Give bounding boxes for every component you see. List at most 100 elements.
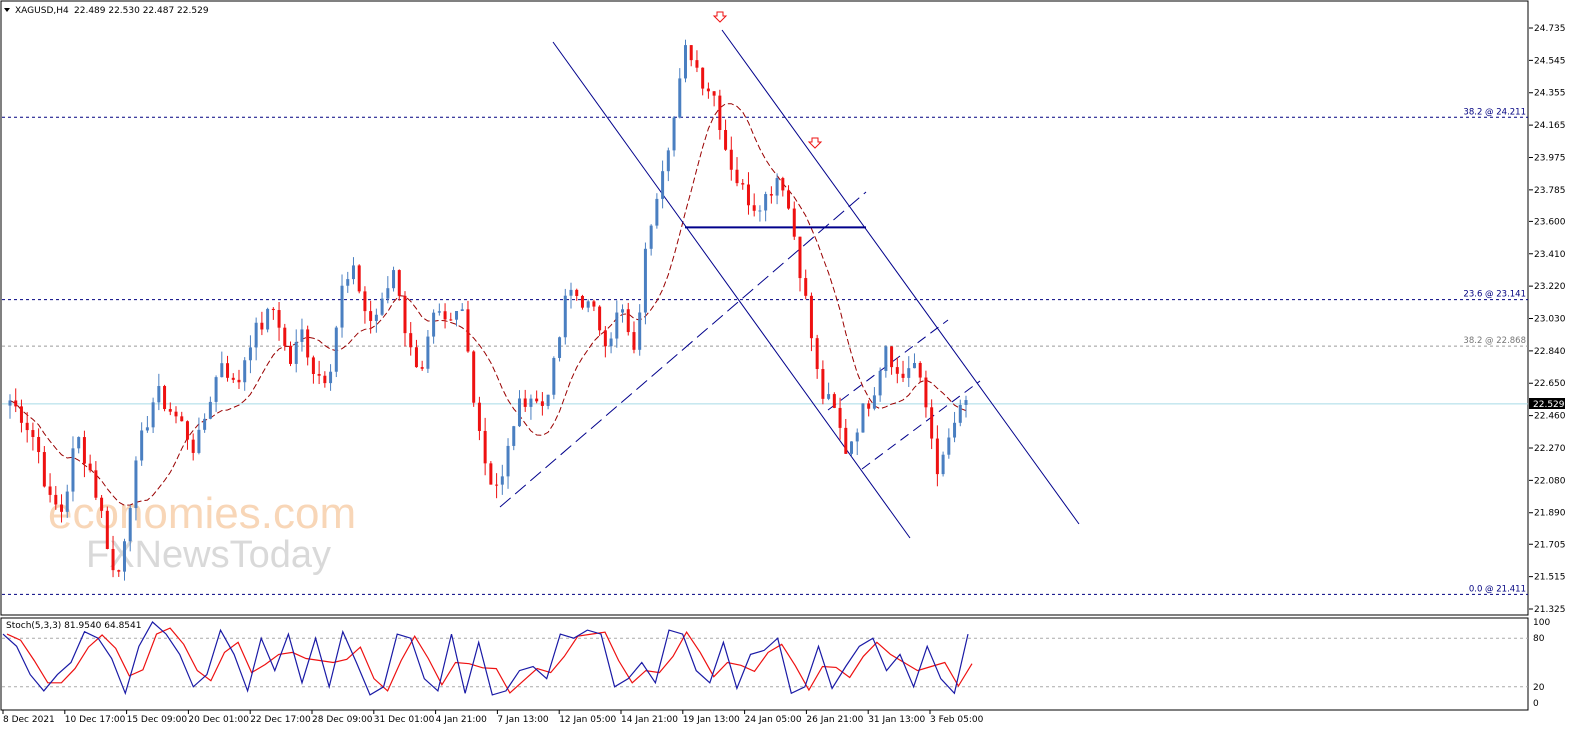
channel-line bbox=[499, 191, 867, 508]
candle-bull bbox=[512, 426, 516, 446]
candle-bull bbox=[558, 337, 562, 358]
candle-bear bbox=[580, 295, 584, 308]
candle-bear bbox=[689, 45, 693, 61]
candle-bull bbox=[546, 394, 550, 406]
time-tick-label: 8 Dec 2021 bbox=[3, 715, 55, 725]
candle-bear bbox=[82, 437, 86, 464]
stochastic-lines bbox=[2, 621, 973, 696]
candle-bull bbox=[638, 312, 642, 350]
candle-bull bbox=[672, 117, 676, 151]
candle-bull bbox=[758, 210, 762, 212]
ma-line bbox=[9, 103, 967, 506]
candle-bear bbox=[935, 438, 939, 475]
channel-line bbox=[861, 380, 981, 470]
candle-bear bbox=[117, 570, 121, 572]
candle-bear bbox=[180, 416, 184, 422]
candle-bull bbox=[872, 395, 876, 409]
candle-bull bbox=[947, 437, 951, 455]
candle-bear bbox=[168, 409, 172, 412]
candle-bull bbox=[855, 432, 859, 442]
candle-bear bbox=[88, 463, 92, 471]
candle-bear bbox=[226, 363, 230, 378]
time-tick-label: 19 Jan 13:00 bbox=[683, 715, 740, 725]
price-tick-label: 22.080 bbox=[1534, 476, 1566, 486]
candle-bull bbox=[850, 441, 854, 454]
price-tick-label: 22.650 bbox=[1534, 379, 1566, 389]
candle-bull bbox=[243, 360, 247, 383]
candle-bear bbox=[477, 402, 481, 431]
candle-bull bbox=[203, 418, 207, 430]
fractal-down-arrow-icon bbox=[807, 137, 823, 149]
fractal-arrows bbox=[712, 11, 823, 149]
time-tick-label: 7 Jan 13:00 bbox=[497, 715, 549, 725]
dropdown-arrow-icon[interactable] bbox=[4, 8, 10, 12]
ohlc-values: 22.489 22.530 22.487 22.529 bbox=[74, 6, 209, 16]
candle-bull bbox=[329, 371, 333, 384]
candle-bull bbox=[426, 336, 430, 369]
time-tick-label: 26 Jan 21:00 bbox=[806, 715, 863, 725]
candle-bear bbox=[409, 333, 413, 348]
candle-bull bbox=[661, 171, 665, 199]
candle-bear bbox=[289, 345, 293, 364]
candle-bull bbox=[77, 437, 81, 449]
candle-bear bbox=[895, 367, 899, 374]
candle-bear bbox=[185, 421, 189, 440]
stoch-tick-label: 0 bbox=[1533, 699, 1539, 709]
price-tick-label: 24.545 bbox=[1534, 56, 1566, 66]
candle-bear bbox=[867, 403, 871, 409]
candle-bear bbox=[369, 311, 373, 321]
price-tick-label: 22.270 bbox=[1534, 444, 1566, 454]
fib-level-label: 38.2 @ 24.211 bbox=[1463, 107, 1526, 117]
candle-bear bbox=[815, 338, 819, 370]
candle-bull bbox=[151, 402, 155, 428]
candle-bear bbox=[603, 330, 607, 347]
candle-bear bbox=[260, 322, 264, 330]
candle-bear bbox=[592, 301, 596, 307]
candle-bear bbox=[54, 494, 58, 505]
candle-bull bbox=[500, 476, 504, 485]
candle-bull bbox=[128, 508, 132, 542]
candle-bear bbox=[752, 205, 756, 211]
price-tick-label: 24.735 bbox=[1534, 24, 1566, 34]
candle-bull bbox=[861, 403, 865, 433]
candle-bear bbox=[701, 67, 705, 89]
candle-bull bbox=[248, 347, 252, 361]
candle-bear bbox=[466, 309, 470, 352]
candle-bear bbox=[317, 373, 321, 376]
candle-bull bbox=[764, 194, 768, 211]
candle-bear bbox=[60, 504, 64, 512]
price-tick-label: 23.600 bbox=[1534, 217, 1566, 227]
candle-bull bbox=[220, 363, 224, 378]
candle-bear bbox=[237, 379, 241, 383]
fractal-down-arrow-icon bbox=[712, 11, 728, 23]
time-tick-label: 4 Jan 21:00 bbox=[436, 715, 488, 725]
candle-bull bbox=[300, 329, 304, 342]
stoch-tick-label: 20 bbox=[1533, 683, 1545, 693]
candle-bear bbox=[19, 406, 23, 423]
candle-bull bbox=[569, 289, 573, 296]
candle-bull bbox=[386, 288, 390, 299]
candle-bear bbox=[277, 310, 281, 328]
candle-bear bbox=[231, 377, 235, 380]
candle-bear bbox=[100, 497, 104, 511]
candle-bear bbox=[414, 347, 418, 368]
candle-bear bbox=[901, 373, 905, 378]
stochastic-plot-area[interactable] bbox=[0, 617, 1529, 711]
candle-bear bbox=[598, 306, 602, 331]
candle-bull bbox=[437, 311, 441, 313]
candle-bear bbox=[283, 327, 287, 346]
candle-bear bbox=[832, 394, 836, 408]
trend-lines bbox=[499, 29, 1080, 539]
price-tick-label: 23.975 bbox=[1534, 153, 1566, 163]
candle-bear bbox=[724, 130, 728, 150]
time-tick-label: 31 Jan 13:00 bbox=[868, 715, 925, 725]
price-tick-label: 24.355 bbox=[1534, 89, 1566, 99]
candle-bull bbox=[254, 322, 258, 348]
time-tick-label: 12 Jan 05:00 bbox=[559, 715, 616, 725]
candle-bear bbox=[14, 400, 18, 407]
price-tick-label: 22.460 bbox=[1534, 412, 1566, 422]
stochastic-header: Stoch(5,3,3) 81.9540 64.8541 bbox=[6, 621, 141, 631]
candle-bull bbox=[346, 279, 350, 286]
main-plot-area[interactable] bbox=[0, 0, 1529, 616]
